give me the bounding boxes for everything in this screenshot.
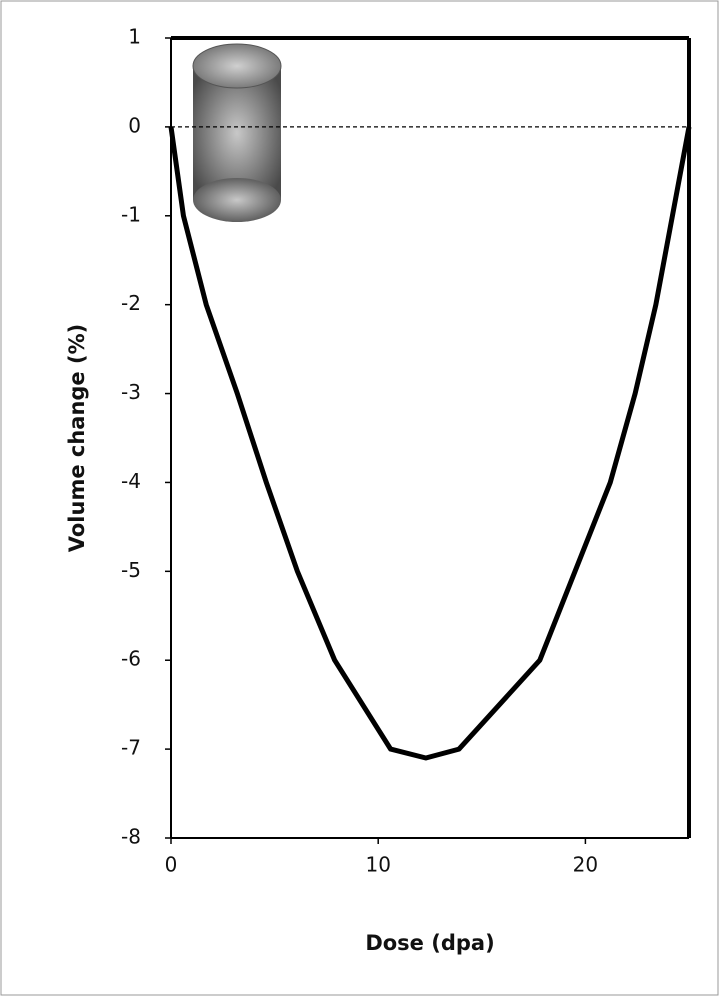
y-tick-label: -7 [121, 736, 141, 760]
y-tick-label: 0 [128, 113, 141, 137]
y-axis-label: Volume change (%) [65, 324, 89, 552]
x-axis-label: Dose (dpa) [365, 931, 494, 955]
y-tick-label: -8 [121, 825, 141, 849]
x-tick-label: 20 [573, 853, 598, 877]
y-tick-label: -3 [121, 380, 141, 404]
y-tick-label: -1 [121, 202, 141, 226]
y-tick-label: -6 [121, 647, 141, 671]
y-tick-label: -5 [121, 558, 141, 582]
x-tick-label: 10 [365, 853, 390, 877]
x-tick-label: 0 [165, 853, 178, 877]
y-tick-label: -4 [121, 469, 141, 493]
y-tick-label: -2 [121, 291, 141, 315]
data-line [168, 126, 692, 761]
y-tick-label: 1 [128, 25, 141, 49]
cylinder-icon [192, 43, 282, 222]
